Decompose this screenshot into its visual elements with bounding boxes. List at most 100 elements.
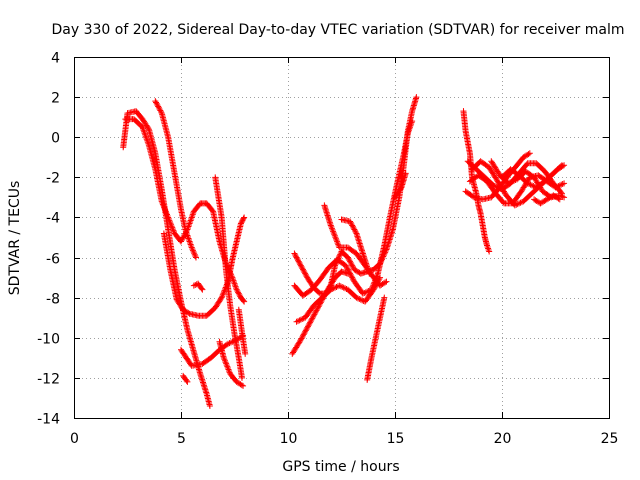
data-point [296,259,303,266]
data-point [402,170,409,177]
data-point [180,234,187,241]
data-point [349,274,356,281]
data-point [314,304,321,311]
data-point [312,308,319,315]
data-point [220,290,227,297]
data-point [337,283,344,290]
data-point [342,285,349,292]
data-point [561,194,568,201]
data-point [224,365,231,372]
data-point [330,285,337,292]
data-point [347,259,354,266]
data-point [334,238,341,245]
data-point [297,336,304,343]
data-point [191,251,198,258]
data-point [184,378,191,385]
data-point [233,286,240,293]
data-point [334,240,341,247]
data-point [302,270,309,277]
series-arc-14 [293,274,384,325]
data-point [312,310,319,317]
data-point [340,284,347,291]
data-point [168,221,175,228]
data-point [344,254,351,261]
data-point [558,181,565,188]
data-point [552,184,559,191]
data-point [226,367,233,374]
data-point [383,278,390,285]
data-point [294,318,301,325]
data-point [302,271,309,278]
data-point [511,202,518,209]
data-point [295,258,302,265]
y-tick-label: -10 [37,332,60,348]
series-arc-15 [321,202,390,289]
data-point [183,377,190,384]
data-point [217,295,224,302]
data-point [297,316,304,323]
data-point [235,290,242,297]
data-point [336,252,343,259]
data-point [332,284,339,291]
data-point [293,254,300,261]
data-point [347,219,354,226]
data-point [345,267,352,274]
data-point [303,326,310,333]
data-point [505,180,512,187]
data-point [509,178,516,185]
data-point [351,226,358,233]
data-point [559,193,566,200]
data-point [361,289,368,296]
data-point [163,210,170,217]
data-point [527,181,534,188]
series-arc-4 [160,214,248,319]
data-point [336,282,343,289]
data-point [156,106,163,113]
data-point [180,233,187,240]
data-point [339,283,346,290]
data-point [511,177,518,184]
data-point [299,265,306,272]
y-axis-label: SDTVAR / TECUs [7,181,23,296]
y-tick-label: 2 [51,91,60,107]
plot-frame [74,57,610,419]
data-point [178,238,184,245]
data-point [344,265,351,272]
data-point [241,214,248,221]
data-point [366,270,373,277]
data-point [528,182,535,189]
data-point [166,218,173,225]
data-point [155,104,162,111]
data-point [298,335,305,342]
data-point [220,354,227,361]
data-point [300,331,307,338]
data-point [348,221,355,228]
data-point [516,200,523,207]
data-point [292,253,299,260]
data-point [298,263,305,270]
data-point [182,229,189,236]
data-point [221,356,228,363]
data-point [353,294,360,301]
x-tick-labels: 0 5 10 15 20 25 [70,431,618,447]
data-point [206,402,213,409]
data-point [179,235,186,242]
data-point [190,248,197,255]
x-tick-label: 10 [280,431,298,447]
series-arc-13 [291,118,416,299]
data-point [199,286,206,293]
data-point [183,227,190,234]
data-point [328,225,335,232]
series-arc-3 [122,116,248,305]
data-point [297,262,304,269]
data-point [159,201,166,208]
data-point [165,214,172,221]
data-point [553,183,560,190]
series-arc-9 [216,338,247,389]
data-point [191,250,198,257]
series-arc-8 [212,174,245,381]
data-point [219,293,226,300]
x-tick-label: 5 [177,431,186,447]
data-point [229,338,236,345]
